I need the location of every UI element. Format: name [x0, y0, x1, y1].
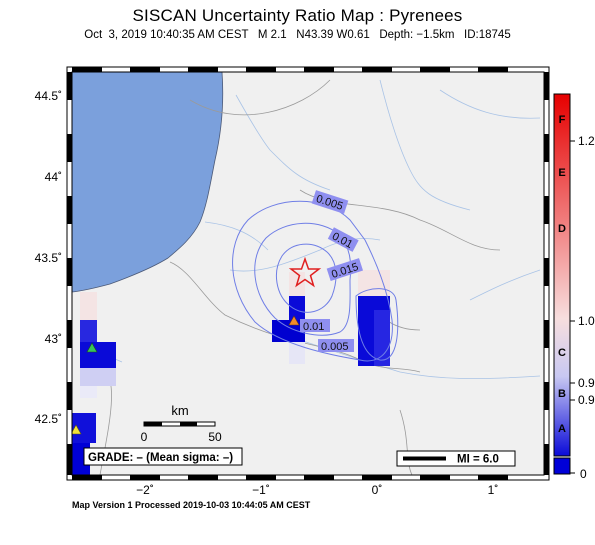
latitude-labels: 44.5˚ 44˚ 43.5˚ 43˚ 42.5˚ — [35, 89, 62, 426]
station-marker-orange — [288, 315, 300, 326]
contour-label-4: 0.01 — [303, 321, 324, 333]
grade-letter-e: E — [558, 167, 565, 179]
scale-bar: km 0 50 — [141, 403, 222, 444]
grade-letter-d: D — [558, 223, 566, 235]
contour-001 — [254, 222, 352, 336]
scale-start-label: 0 — [141, 430, 148, 444]
lat-label-44-5: 44.5˚ — [35, 89, 62, 103]
contour-label-5: 0.005 — [321, 341, 349, 353]
grade-letter-b: B — [558, 388, 566, 400]
map-title: SISCAN Uncertainty Ratio Map : Pyrenees — [132, 6, 463, 25]
contour-0015 — [275, 243, 337, 313]
mi-legend-label: MI = 6.0 — [457, 454, 499, 466]
colorbar-value-0-9b: 0.9 — [578, 393, 595, 407]
grade-letter-a: A — [558, 423, 566, 435]
lon-label-minus2: −2˚ — [136, 483, 154, 497]
scale-end-label: 50 — [208, 430, 222, 444]
lat-label-42-5: 42.5˚ — [35, 412, 62, 426]
lon-label-1: 1˚ — [488, 483, 499, 497]
lon-label-minus1: −1˚ — [252, 483, 270, 497]
grade-box: GRADE: – (Mean sigma: –) — [88, 452, 233, 464]
frame-ticks — [67, 67, 549, 480]
scale-unit-label: km — [171, 403, 188, 418]
lat-label-43-5: 43.5˚ — [35, 251, 62, 265]
map-area[interactable]: 0.005 0.01 0.015 0.01 0.005 km 0 50 GRAD… — [71, 72, 544, 475]
contour-right — [355, 288, 399, 361]
colorbar-value-0: 0 — [580, 467, 587, 481]
contour-0005-outer — [232, 200, 393, 362]
station-marker-yellow — [72, 424, 82, 435]
lat-label-43: 43˚ — [45, 332, 62, 346]
colorbar-value-0-9a: 0.9 — [578, 376, 595, 390]
colorbar-value-1-0: 1.0 — [578, 314, 595, 328]
longitude-labels: −2˚ −1˚ 0˚ 1˚ — [136, 483, 498, 497]
event-subtitle: Oct 3, 2019 10:40:35 AM CEST M 2.1 N43.3… — [84, 29, 511, 41]
lon-label-0: 0˚ — [372, 483, 383, 497]
grade-letter-c: C — [558, 347, 566, 359]
station-marker-green — [86, 342, 98, 353]
grade-letter-f: F — [559, 114, 566, 126]
uncertainty-contours — [232, 200, 399, 362]
processing-footer: Map Version 1 Processed 2019-10-03 10:44… — [72, 500, 311, 510]
epicenter-star-icon — [288, 256, 322, 288]
colorbar-value-1-2: 1.2 — [578, 134, 595, 148]
sea-area — [72, 72, 224, 293]
colorbar: F E D C B A 1.2 1.0 0.9 0.9 0 — [553, 93, 595, 481]
lat-label-44: 44˚ — [45, 170, 62, 184]
